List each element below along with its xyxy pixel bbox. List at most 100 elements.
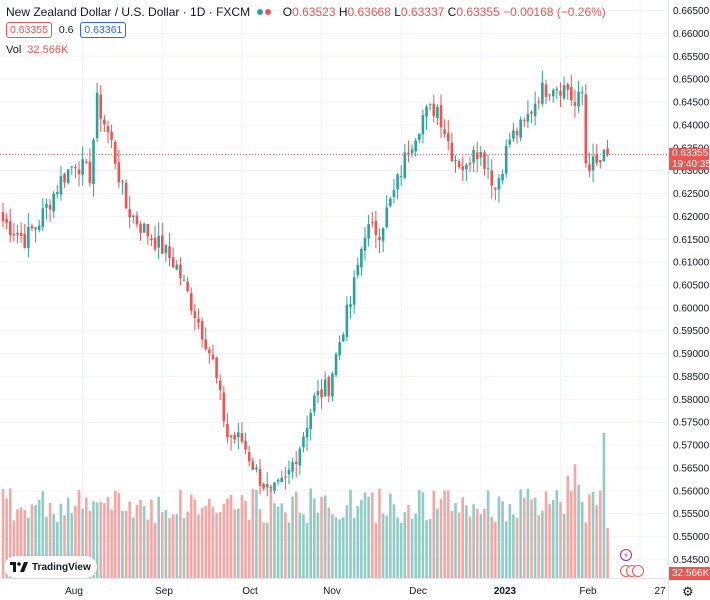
volume-bar	[113, 490, 117, 578]
candle-body	[389, 198, 392, 206]
candle-body	[19, 232, 23, 237]
candle-body	[84, 161, 88, 163]
volume-bar	[8, 488, 12, 578]
candle-body	[113, 141, 117, 164]
volume-bar	[106, 496, 110, 578]
y-tick-label: 0.56000	[673, 486, 710, 497]
candle-body	[153, 237, 157, 250]
candle-body	[139, 224, 142, 233]
volume-bar	[63, 515, 66, 578]
symbol-title[interactable]: New Zealand Dollar / U.S. Dollar · 1D · …	[6, 5, 251, 19]
candle-body	[5, 219, 8, 223]
volume-bar	[421, 492, 425, 578]
candle-body	[186, 281, 189, 292]
candle-body	[63, 174, 66, 183]
candle-body	[175, 264, 179, 270]
candle-body	[566, 84, 570, 90]
candle-body	[258, 468, 262, 486]
buy-button[interactable]: 0.63361	[80, 22, 127, 38]
tradingview-logo-icon	[10, 562, 28, 572]
candle-body	[483, 152, 486, 169]
candle-body	[41, 208, 45, 227]
tradingview-logo[interactable]: TradingView	[4, 556, 97, 578]
volume-bar	[16, 509, 19, 578]
volume-bar	[157, 496, 160, 578]
volume-bar	[494, 522, 497, 578]
volume-bar	[34, 504, 37, 578]
gear-icon[interactable]: ⚙	[682, 584, 694, 599]
volume-bar	[479, 514, 483, 578]
candle-body	[160, 235, 164, 254]
volume-bar	[262, 522, 265, 578]
candle-body	[16, 232, 19, 235]
y-tick-label: 0.65500	[673, 52, 710, 63]
event-flag-icon[interactable]	[632, 565, 644, 577]
volume-bar	[468, 516, 472, 578]
candle-body	[504, 145, 508, 174]
y-tick-label: 0.63000	[673, 166, 710, 177]
candle-body	[490, 170, 493, 186]
volume-bar	[99, 501, 103, 578]
volume-bar	[573, 464, 577, 578]
candle-body	[124, 182, 128, 209]
candle-body	[121, 181, 124, 183]
volume-bar	[211, 507, 215, 578]
candle-body	[211, 354, 215, 360]
candle-body	[341, 334, 345, 342]
volume-legend[interactable]: Vol 32.566K	[6, 44, 68, 56]
candle-body	[396, 174, 399, 190]
volume-bar	[541, 510, 544, 578]
volume-bar	[490, 516, 493, 578]
candle-body	[81, 159, 84, 175]
volume-bar	[95, 502, 99, 578]
volume-bar	[291, 496, 294, 578]
candle-body	[110, 131, 113, 140]
lightning-event-icon[interactable]: ⚡	[620, 549, 632, 561]
candle-body	[189, 293, 193, 311]
candle-body	[70, 166, 74, 168]
candle-body	[392, 190, 396, 197]
candle-body	[45, 204, 48, 208]
candle-body	[244, 441, 247, 450]
y-tick-label: 0.56500	[673, 463, 710, 474]
volume-bar	[247, 519, 251, 578]
volume-bar	[537, 515, 541, 578]
volume-bar	[461, 497, 465, 578]
candle-body	[352, 277, 356, 305]
candle-body	[577, 91, 580, 107]
volume-bar	[284, 512, 287, 578]
volume-bar	[19, 507, 23, 578]
volume-bar	[591, 491, 595, 578]
candle-body	[436, 106, 439, 119]
candle-body	[265, 484, 269, 488]
volume-bar	[588, 494, 591, 578]
candle-body	[407, 152, 410, 155]
volume-bar	[175, 514, 179, 578]
candle-body	[255, 467, 258, 470]
candle-body	[30, 225, 34, 229]
candle-body	[363, 237, 367, 251]
volume-bar	[497, 496, 501, 578]
x-tick-label: Aug	[65, 586, 83, 597]
volume-bar	[255, 489, 258, 578]
x-tick-label: 27	[654, 586, 666, 597]
volume-bar	[294, 491, 298, 578]
candle-body	[164, 245, 168, 254]
volume-bar	[559, 501, 562, 578]
candle-body	[494, 187, 497, 190]
candle-body	[27, 226, 30, 249]
candle-body	[522, 119, 526, 121]
sell-button[interactable]: 0.63355	[6, 22, 52, 38]
candle-body	[128, 209, 131, 218]
candle-body	[305, 428, 309, 438]
y-tick-label: 0.54500	[673, 555, 710, 566]
candle-body	[276, 479, 280, 482]
volume-bar	[182, 517, 186, 578]
candle-body	[117, 162, 121, 183]
candle-body	[142, 223, 146, 233]
volume-bar	[70, 513, 74, 578]
candle-body	[544, 84, 548, 97]
volume-bar	[164, 510, 168, 578]
candle-body	[168, 246, 171, 259]
